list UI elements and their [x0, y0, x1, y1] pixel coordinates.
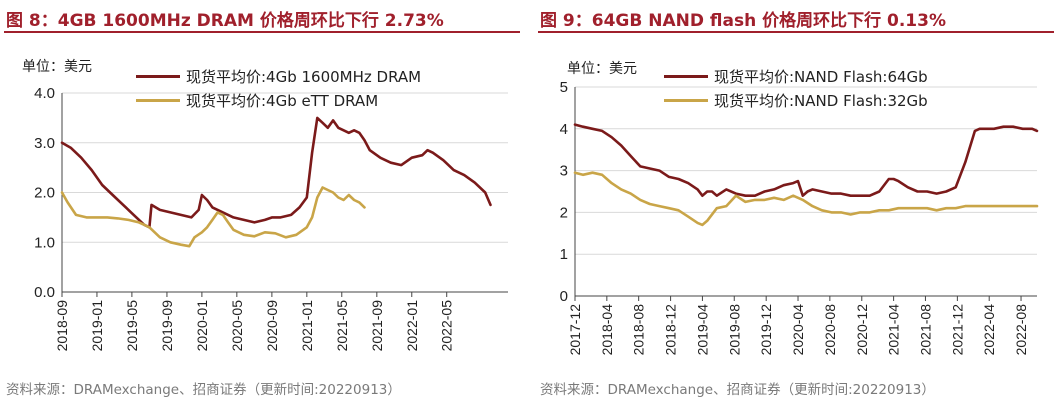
figure-9-title: 图 9：64GB NAND flash 价格周环比下行 0.13% [540, 11, 946, 31]
x-tick-label: 2019-04 [694, 304, 710, 356]
figure-9-chart: 0 1 2 3 4 5 2017-12 2018-04 2018-08 2018-12 2019-0… [560, 79, 1039, 356]
x-tick-label: 2020-08 [822, 304, 838, 356]
y-tick-label: 1.0 [34, 234, 55, 251]
y-tick-label: 1 [560, 246, 568, 263]
x-tick-label: 2019-05 [124, 300, 140, 352]
figure-8-title-rule [4, 31, 520, 33]
x-tick-label: 2021-04 [886, 304, 902, 356]
x-tick-label: 2020-12 [854, 304, 870, 356]
x-tick-label: 2019-01 [89, 300, 105, 352]
figure-8-title: 图 8：4GB 1600MHz DRAM 价格周环比下行 2.73% [6, 11, 444, 31]
x-tick-label: 2019-08 [726, 304, 742, 356]
legend-label: 现货平均价:4Gb 1600MHz DRAM [186, 67, 422, 86]
figure-9-panel: 图 9：64GB NAND flash 价格周环比下行 0.13% 单位：美元 … [534, 0, 1058, 407]
legend-swatch-gold [664, 98, 708, 102]
legend-swatch-dark-red [664, 74, 708, 78]
x-tick-label: 2022-05 [439, 300, 455, 352]
legend-label: 现货平均价:NAND Flash:32Gb [714, 91, 928, 110]
x-tick-label: 2020-01 [194, 300, 210, 352]
x-tick-label: 2018-09 [54, 300, 70, 352]
x-tick-label: 2019-12 [758, 304, 774, 356]
y-tick-label: 0.0 [34, 284, 55, 301]
figure-9-legend: 现货平均价:NAND Flash:64Gb 现货平均价:NAND Flash:3… [664, 64, 928, 112]
x-tick-label: 2022-01 [404, 300, 420, 352]
y-tick-label: 2 [560, 204, 568, 221]
y-tick-label: 0 [560, 288, 568, 305]
figure-8-legend: 现货平均价:4Gb 1600MHz DRAM 现货平均价:4Gb eTT DRA… [136, 64, 421, 112]
y-tick-label: 3.0 [34, 135, 55, 152]
x-tick-label: 2021-08 [917, 304, 933, 356]
figure-8-chart: 0.0 1.0 2.0 3.0 4.0 2018-09 2019-01 2019-05 2019… [34, 85, 508, 352]
legend-item-nand-32: 现货平均价:NAND Flash:32Gb [664, 88, 928, 112]
x-tick-label: 2019-09 [159, 300, 175, 352]
x-tick-label: 2018-12 [663, 304, 679, 356]
legend-label: 现货平均价:4Gb eTT DRAM [186, 91, 379, 110]
y-tick-label: 4.0 [34, 85, 55, 102]
y-tick-label: 3 [560, 163, 568, 180]
figure-9-source: 资料来源：DRAMexchange、招商证券（更新时间:20220913） [540, 382, 935, 398]
x-tick-label: 2018-08 [631, 304, 647, 356]
figure-9-title-rule [538, 31, 1054, 33]
figure-8-unit-label: 单位：美元 [22, 59, 92, 75]
figure-8-source: 资料来源：DRAMexchange、招商证券（更新时间:20220913） [6, 382, 401, 398]
x-tick-label: 2018-04 [599, 304, 615, 356]
series-line-secondary [60, 186, 366, 248]
x-tick-label: 2020-09 [264, 300, 280, 352]
figure-9-unit-label: 单位：美元 [567, 61, 637, 77]
series-line-primary [573, 123, 1039, 197]
x-tick-label: 2022-04 [981, 304, 997, 356]
legend-label: 现货平均价:NAND Flash:64Gb [714, 67, 928, 86]
x-tick-label: 2020-04 [790, 304, 806, 356]
figure-8-panel: 图 8：4GB 1600MHz DRAM 价格周环比下行 2.73% 单位：美元… [0, 0, 524, 407]
y-tick-label: 2.0 [34, 185, 55, 202]
x-tick-label: 2022-08 [1013, 304, 1029, 356]
series-line-primary [60, 116, 492, 229]
x-tick-label: 2020-05 [229, 300, 245, 352]
y-tick-label: 5 [560, 79, 568, 96]
x-tick-label: 2021-09 [369, 300, 385, 352]
x-tick-label: 2021-05 [334, 300, 350, 352]
legend-item-nand-64: 现货平均价:NAND Flash:64Gb [664, 64, 928, 88]
x-tick-label: 2017-12 [567, 304, 583, 356]
series-line-secondary [573, 171, 1039, 227]
legend-item-dram-1600: 现货平均价:4Gb 1600MHz DRAM [136, 64, 421, 88]
legend-item-dram-ett: 现货平均价:4Gb eTT DRAM [136, 88, 421, 112]
x-tick-label: 2021-01 [299, 300, 315, 352]
legend-swatch-dark-red [136, 74, 180, 78]
x-tick-label: 2021-12 [949, 304, 965, 356]
legend-swatch-gold [136, 98, 180, 102]
y-tick-label: 4 [560, 121, 568, 138]
